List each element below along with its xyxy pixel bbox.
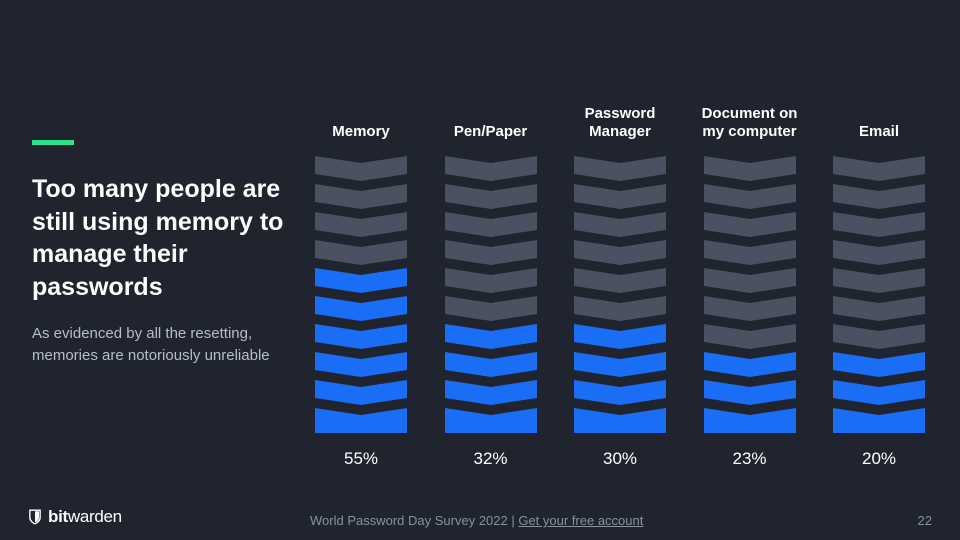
chevron-segment bbox=[445, 408, 537, 433]
chevron-segment bbox=[833, 212, 925, 237]
chart-column: Pen/Paper32% bbox=[440, 80, 542, 469]
chevron-stack bbox=[833, 156, 925, 433]
column-value: 23% bbox=[732, 449, 766, 469]
chevron-segment bbox=[704, 352, 796, 377]
accent-bar bbox=[32, 140, 74, 145]
column-value: 55% bbox=[344, 449, 378, 469]
chevron-segment bbox=[315, 408, 407, 433]
chevron-segment bbox=[445, 240, 537, 265]
column-value: 32% bbox=[473, 449, 507, 469]
chevron-segment bbox=[315, 184, 407, 209]
chevron-segment bbox=[315, 352, 407, 377]
chevron-segment bbox=[833, 240, 925, 265]
chevron-stack bbox=[445, 156, 537, 433]
chevron-segment bbox=[574, 408, 666, 433]
slide-subtitle: As evidenced by all the resetting, memor… bbox=[32, 323, 292, 367]
chevron-segment bbox=[315, 212, 407, 237]
shield-icon bbox=[28, 509, 42, 525]
chevron-segment bbox=[574, 296, 666, 321]
chart-column: Memory55% bbox=[310, 80, 412, 469]
chevron-segment bbox=[704, 184, 796, 209]
footer: bitwarden World Password Day Survey 2022… bbox=[0, 500, 960, 540]
column-label: Document on my computer bbox=[695, 80, 805, 142]
chevron-segment bbox=[445, 212, 537, 237]
chevron-segment bbox=[574, 240, 666, 265]
slide-title: Too many people are still using memory t… bbox=[32, 173, 292, 303]
chart-column: Password Manager30% bbox=[569, 80, 671, 469]
chevron-segment bbox=[833, 380, 925, 405]
chevron-segment bbox=[704, 268, 796, 293]
chevron-segment bbox=[833, 156, 925, 181]
chevron-segment bbox=[574, 212, 666, 237]
chevron-segment bbox=[445, 352, 537, 377]
chevron-segment bbox=[445, 380, 537, 405]
brand-name: bitwarden bbox=[48, 507, 122, 527]
column-label: Email bbox=[824, 80, 934, 142]
chevron-segment bbox=[315, 240, 407, 265]
chevron-stack bbox=[704, 156, 796, 433]
chevron-segment bbox=[445, 184, 537, 209]
text-block: Too many people are still using memory t… bbox=[32, 140, 292, 367]
survey-text: World Password Day Survey 2022 | bbox=[310, 513, 518, 528]
chevron-segment bbox=[704, 156, 796, 181]
column-label: Memory bbox=[306, 80, 416, 142]
chevron-segment bbox=[833, 408, 925, 433]
chevron-segment bbox=[833, 268, 925, 293]
chevron-segment bbox=[574, 156, 666, 181]
chevron-segment bbox=[445, 296, 537, 321]
chevron-segment bbox=[833, 296, 925, 321]
column-value: 30% bbox=[603, 449, 637, 469]
column-label: Pen/Paper bbox=[436, 80, 546, 142]
chevron-segment bbox=[445, 268, 537, 293]
brand-logo: bitwarden bbox=[28, 507, 122, 527]
chevron-segment bbox=[315, 268, 407, 293]
chevron-segment bbox=[315, 380, 407, 405]
chevron-segment bbox=[704, 212, 796, 237]
chevron-segment bbox=[704, 380, 796, 405]
chevron-segment bbox=[574, 268, 666, 293]
footer-caption: World Password Day Survey 2022 | Get you… bbox=[310, 513, 643, 528]
chevron-segment bbox=[574, 324, 666, 349]
chevron-segment bbox=[704, 296, 796, 321]
chevron-segment bbox=[704, 240, 796, 265]
chevron-stack bbox=[315, 156, 407, 433]
chevron-segment bbox=[315, 156, 407, 181]
chevron-bar-chart: Memory55%Pen/Paper32%Password Manager30%… bbox=[310, 80, 930, 469]
chevron-segment bbox=[574, 184, 666, 209]
chart-column: Email20% bbox=[828, 80, 930, 469]
chevron-segment bbox=[574, 380, 666, 405]
page-number: 22 bbox=[918, 513, 932, 528]
chevron-segment bbox=[315, 296, 407, 321]
chevron-segment bbox=[445, 156, 537, 181]
chevron-segment bbox=[315, 324, 407, 349]
chevron-segment bbox=[574, 352, 666, 377]
column-label: Password Manager bbox=[565, 80, 675, 142]
chevron-segment bbox=[445, 324, 537, 349]
column-value: 20% bbox=[862, 449, 896, 469]
chart-column: Document on my computer23% bbox=[699, 80, 801, 469]
cta-link[interactable]: Get your free account bbox=[518, 513, 643, 528]
chevron-segment bbox=[704, 324, 796, 349]
chevron-segment bbox=[833, 184, 925, 209]
chevron-segment bbox=[833, 324, 925, 349]
chevron-segment bbox=[833, 352, 925, 377]
chevron-stack bbox=[574, 156, 666, 433]
chevron-segment bbox=[704, 408, 796, 433]
